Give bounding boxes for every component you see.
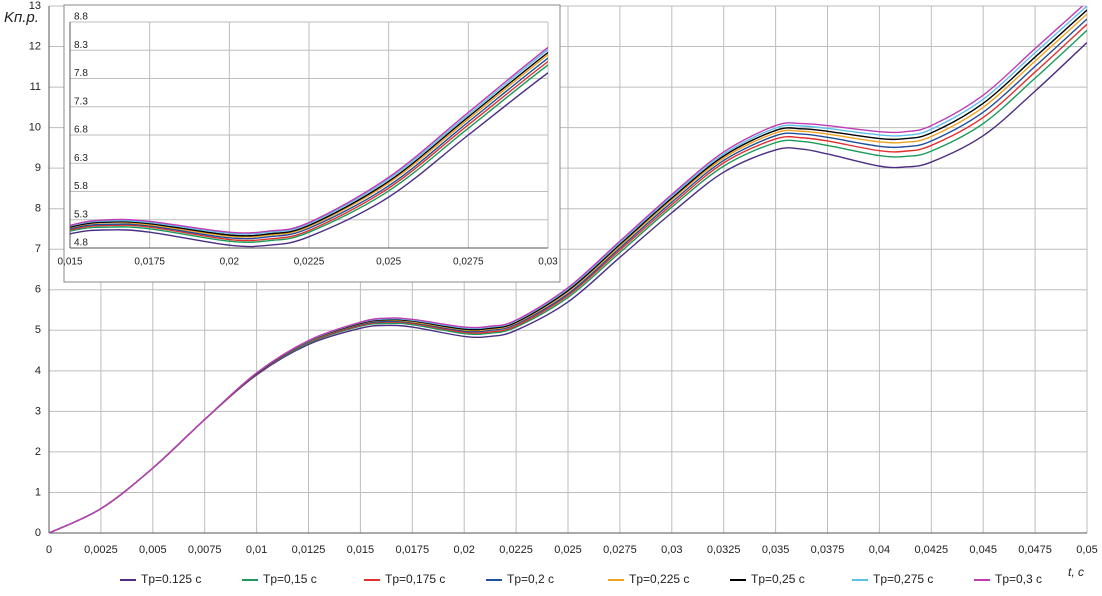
legend-label: Tp=0,225 c <box>629 572 689 586</box>
y-tick-label: 6 <box>35 284 41 296</box>
x-tick-label: 0,02 <box>453 544 474 556</box>
x-tick-label: 0,0075 <box>188 544 222 556</box>
x-tick-label: 0,0475 <box>1018 544 1052 556</box>
y-tick-label: 6.8 <box>74 125 88 136</box>
y-tick-label: 0 <box>35 527 41 539</box>
x-tick-label: 0,0275 <box>453 257 484 268</box>
y-tick-label: 13 <box>29 0 41 12</box>
y-tick-label: 7.8 <box>74 68 88 79</box>
y-tick-label: 5.3 <box>74 209 88 220</box>
legend-label: Tp=0,2 c <box>507 572 554 586</box>
y-tick-label: 4 <box>35 365 41 377</box>
x-tick-label: 0,015 <box>347 544 375 556</box>
y-tick-label: 3 <box>35 405 41 417</box>
y-tick-label: 11 <box>30 81 41 93</box>
y-tick-label: 9 <box>35 162 41 174</box>
legend-label: Tp=0,25 c <box>751 572 805 586</box>
x-tick-label: 0,0175 <box>395 544 429 556</box>
series-line <box>70 53 548 238</box>
legend-label: Tp=0,3 c <box>995 572 1042 586</box>
x-tick-label: 0,005 <box>139 544 167 556</box>
series-line <box>70 60 548 242</box>
y-tick-label: 12 <box>29 40 41 52</box>
y-tick-label: 7.3 <box>74 96 88 107</box>
x-tick-label: 0,0125 <box>292 544 326 556</box>
series-line <box>70 51 548 237</box>
y-tick-label: 1 <box>35 486 41 498</box>
series-line <box>70 64 548 244</box>
y-axis-label: Kп.р. <box>4 9 39 26</box>
x-tick-label: 0,01 <box>246 544 267 556</box>
x-axis-label: t, c <box>1068 565 1084 579</box>
x-tick-label: 0,0175 <box>134 257 165 268</box>
x-tick-label: 0,03 <box>538 257 558 268</box>
x-tick-label: 0,0225 <box>294 257 325 268</box>
y-tick-label: 6.3 <box>74 153 88 164</box>
series-line <box>70 57 548 240</box>
inset-frame <box>63 4 561 283</box>
x-tick-label: 0,0425 <box>914 544 948 556</box>
x-tick-label: 0,02 <box>220 257 240 268</box>
x-tick-label: 0,025 <box>554 544 582 556</box>
x-tick-label: 0,015 <box>57 257 82 268</box>
x-tick-label: 0,0375 <box>811 544 845 556</box>
legend-label: Tp=0,175 c <box>385 572 445 586</box>
series-line <box>49 6 1084 533</box>
y-tick-label: 2 <box>35 446 41 458</box>
y-tick-label: 8 <box>35 203 41 215</box>
series-line <box>70 71 548 248</box>
y-tick-label: 7 <box>35 243 41 255</box>
x-tick-label: 0,0275 <box>603 544 637 556</box>
x-tick-label: 0,03 <box>661 544 682 556</box>
legend-label: Tp=0.125 c <box>141 572 201 586</box>
y-tick-label: 5.8 <box>74 181 88 192</box>
x-tick-label: 0,0025 <box>84 544 118 556</box>
x-tick-label: 0,0325 <box>707 544 741 556</box>
y-tick-label: 10 <box>29 122 41 134</box>
legend-label: Tp=0,275 c <box>873 572 933 586</box>
x-tick-label: 0,04 <box>869 544 890 556</box>
x-tick-label: 0,045 <box>969 544 997 556</box>
y-tick-label: 8.3 <box>74 40 88 51</box>
series-line <box>70 48 548 235</box>
y-tick-label: 5 <box>35 324 41 336</box>
x-tick-label: 0,025 <box>376 257 401 268</box>
x-tick-label: 0,0225 <box>499 544 533 556</box>
series-line <box>70 46 548 234</box>
legend-label: Tp=0,15 c <box>263 572 317 586</box>
y-tick-label: 8.8 <box>74 12 88 23</box>
x-tick-label: 0,05 <box>1076 544 1097 556</box>
x-tick-label: 0,035 <box>762 544 790 556</box>
x-tick-label: 0 <box>46 544 52 556</box>
y-tick-label: 4.8 <box>74 238 88 249</box>
